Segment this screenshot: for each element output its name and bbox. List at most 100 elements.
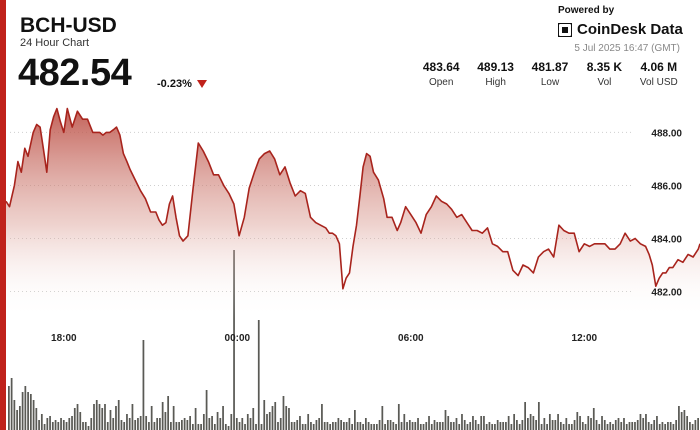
volume-bar xyxy=(612,424,614,430)
volume-bar xyxy=(18,406,21,430)
volume-bar xyxy=(535,420,537,430)
volume-bar xyxy=(469,422,472,430)
brand-name: CoinDesk Data xyxy=(577,21,683,38)
volume-bar xyxy=(205,390,208,430)
volume-bar xyxy=(461,414,463,430)
volume-bar xyxy=(249,418,252,430)
volume-bar xyxy=(623,418,625,430)
volume-bar xyxy=(441,422,444,430)
volume-bar xyxy=(35,408,38,430)
volume-bar xyxy=(450,422,452,430)
volume-bar xyxy=(430,424,433,430)
volume-bar xyxy=(301,424,304,430)
volume-bar xyxy=(145,416,148,430)
volume-bar xyxy=(71,416,73,430)
current-price: 482.54 xyxy=(18,52,132,94)
volume-bar xyxy=(507,416,510,430)
volume-bar xyxy=(466,424,469,430)
volume-bar xyxy=(678,406,680,430)
volume-bar xyxy=(293,422,296,430)
volume-bar xyxy=(49,416,51,430)
volume-bar xyxy=(16,410,18,430)
volume-bar xyxy=(161,402,164,430)
symbol-title: BCH-USD xyxy=(20,14,117,37)
volume-bar xyxy=(24,386,27,430)
volume-bar xyxy=(29,394,32,430)
stat-open: 483.64 Open xyxy=(414,60,468,88)
volume-bar xyxy=(576,412,579,430)
volume-bar xyxy=(411,422,414,430)
volume-bar xyxy=(312,424,315,430)
volume-bar xyxy=(211,416,213,430)
volume-bar xyxy=(570,424,573,430)
volume-bar xyxy=(219,418,222,430)
volume-bar xyxy=(689,422,691,430)
volume-bar xyxy=(417,418,419,430)
volume-bar xyxy=(307,414,310,430)
volume-bar xyxy=(392,422,395,430)
stat-high: 489.13 High xyxy=(468,60,522,88)
volume-bar xyxy=(32,400,35,430)
volume-bar xyxy=(332,422,334,430)
volume-bar xyxy=(400,422,403,430)
volume-bar xyxy=(172,406,175,430)
volume-bar xyxy=(310,422,312,430)
volume-bar xyxy=(131,404,134,430)
accent-bar xyxy=(0,0,6,430)
powered-by-label: Powered by xyxy=(558,5,615,16)
volume-bar xyxy=(422,424,425,430)
volume-bar xyxy=(197,424,200,430)
volume-bar xyxy=(38,420,40,430)
volume-bar xyxy=(472,416,474,430)
volume-bar xyxy=(60,418,62,430)
volume-bar xyxy=(680,412,683,430)
stat-label: Vol xyxy=(597,77,612,88)
down-arrow-icon xyxy=(197,80,207,88)
volume-bar xyxy=(93,404,95,430)
stat-value: 489.13 xyxy=(477,60,514,74)
x-tick-label: 12:00 xyxy=(572,333,598,344)
y-tick-label: 486.00 xyxy=(651,181,682,192)
volume-bar xyxy=(389,420,392,430)
volume-bar xyxy=(551,420,554,430)
volume-bar xyxy=(653,420,656,430)
volume-bar xyxy=(595,420,598,430)
volume-bar xyxy=(397,404,400,430)
volume-bar xyxy=(631,422,634,430)
volume-bar xyxy=(117,400,120,430)
volume-bar xyxy=(455,418,458,430)
brand-logo[interactable]: CoinDesk Data xyxy=(558,21,683,38)
volume-bar xyxy=(436,422,439,430)
volume-bar xyxy=(463,420,466,430)
volume-bar xyxy=(614,420,617,430)
volume-bar xyxy=(194,408,197,430)
volume-bar xyxy=(639,414,642,430)
volume-bar xyxy=(255,424,257,430)
x-tick-label: 06:00 xyxy=(398,333,424,344)
volume-bar xyxy=(257,320,260,430)
volume-bar xyxy=(156,418,159,430)
x-tick-label: 18:00 xyxy=(51,333,77,344)
volume-bar xyxy=(200,424,202,430)
volume-bar xyxy=(447,416,450,430)
stat-vol-usd: 4.06 M Vol USD xyxy=(632,60,686,88)
volume-bar xyxy=(543,418,546,430)
volume-bar xyxy=(458,424,461,430)
volume-bar xyxy=(296,420,299,430)
volume-bar xyxy=(606,424,609,430)
volume-bar xyxy=(518,424,521,430)
volume-bar xyxy=(148,422,150,430)
volume-bar xyxy=(98,404,101,430)
volume-bar xyxy=(208,418,211,430)
volume-bar xyxy=(375,424,378,430)
volume-bar xyxy=(282,396,285,430)
volume-bar xyxy=(95,400,98,430)
volume-bar xyxy=(318,418,321,430)
volume-bar xyxy=(202,414,205,430)
volume-bar xyxy=(321,404,323,430)
volume-bar xyxy=(378,420,381,430)
volume-bar xyxy=(406,422,408,430)
volume-bar xyxy=(546,424,548,430)
volume-bar xyxy=(428,416,430,430)
volume-bar xyxy=(568,424,570,430)
